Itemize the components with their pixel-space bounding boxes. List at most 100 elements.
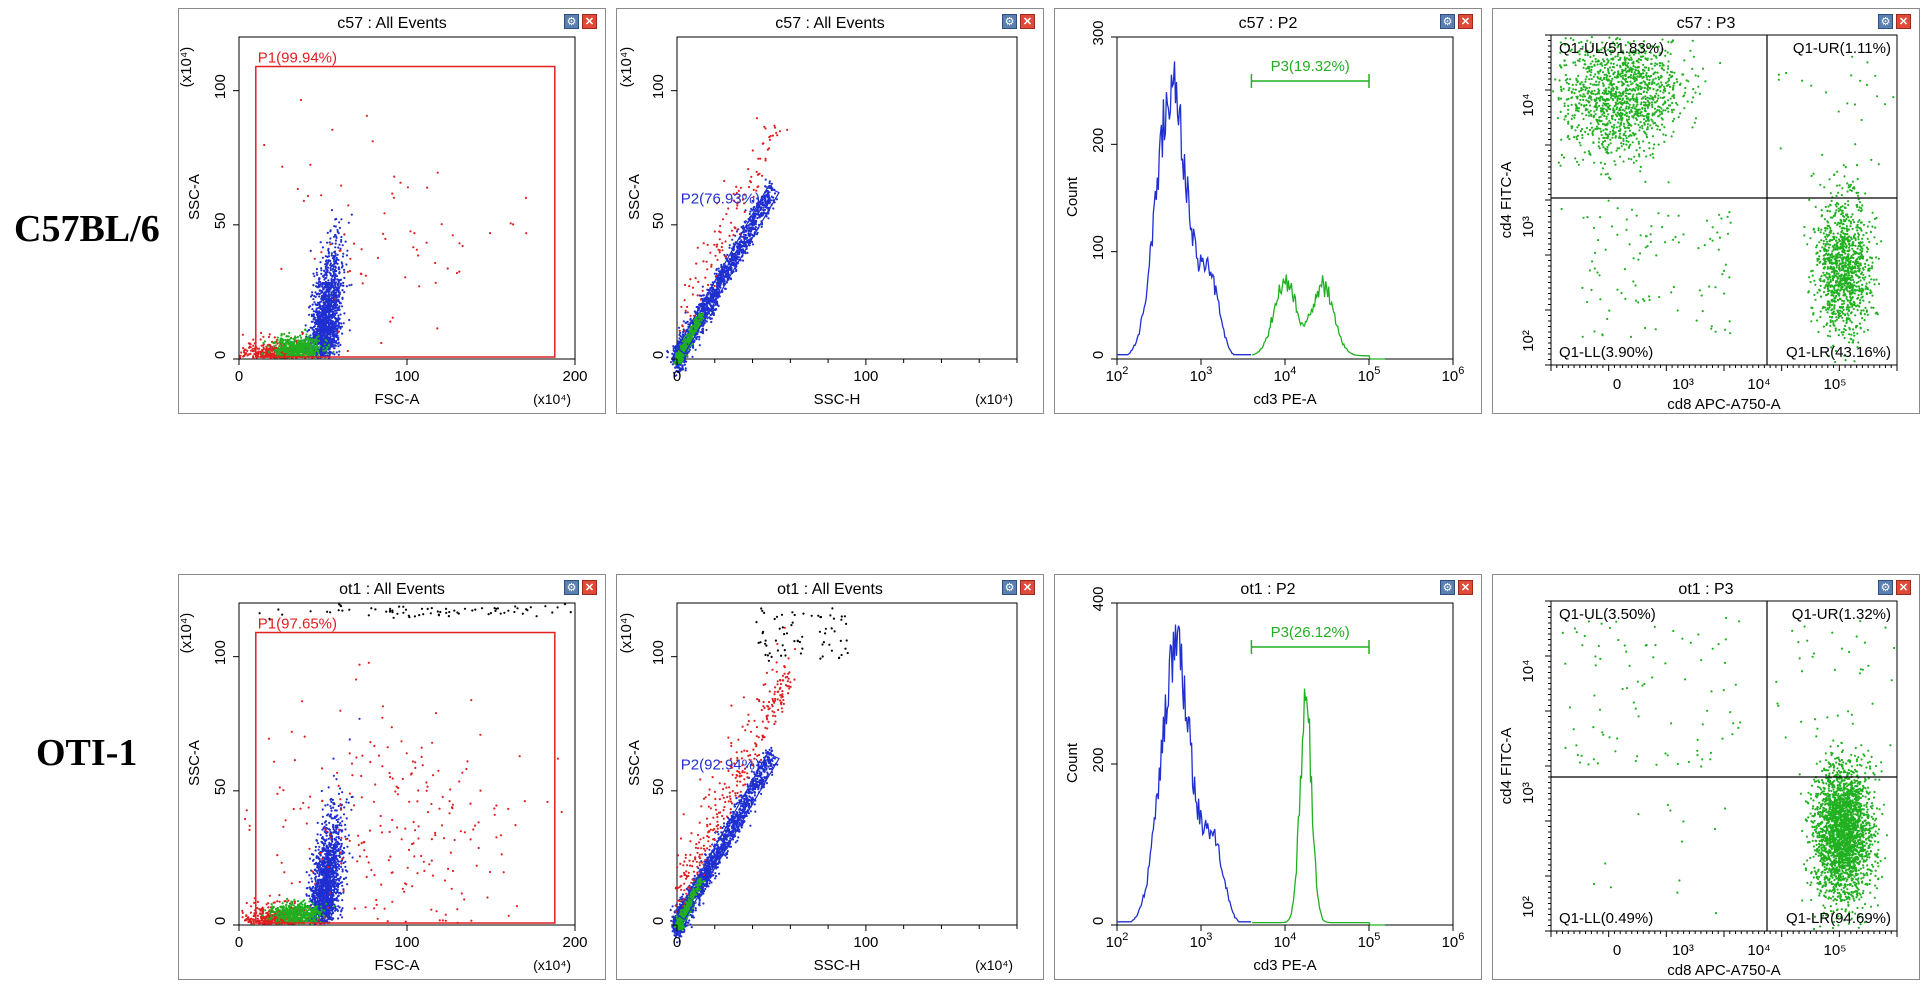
event-dot xyxy=(696,328,699,331)
event-dot xyxy=(327,249,330,252)
event-dot xyxy=(339,249,342,252)
event-dot xyxy=(316,327,319,330)
event-dot xyxy=(337,341,340,344)
event-dot xyxy=(678,354,681,357)
event-dot xyxy=(1620,121,1623,124)
event-dot xyxy=(334,246,337,249)
event-dot xyxy=(718,288,721,292)
event-dot xyxy=(1591,60,1594,63)
event-dot xyxy=(1589,82,1592,85)
event-dot xyxy=(1570,117,1573,120)
event-dot xyxy=(320,267,323,270)
event-dot xyxy=(729,278,732,281)
event-dot xyxy=(1589,55,1592,59)
event-dot xyxy=(683,338,686,341)
event-dot xyxy=(323,343,326,346)
event-dot xyxy=(337,289,340,292)
event-dot xyxy=(752,218,755,221)
event-dot xyxy=(719,224,722,228)
close-icon[interactable]: ✕ xyxy=(582,14,597,29)
event-dot xyxy=(1598,99,1601,102)
options-icon[interactable]: ⚙ xyxy=(1440,14,1455,29)
event-dot xyxy=(334,260,338,263)
event-dot xyxy=(332,350,335,353)
event-dot xyxy=(1650,83,1653,86)
options-icon[interactable]: ⚙ xyxy=(1002,14,1017,29)
event-dot xyxy=(746,227,749,230)
event-dot xyxy=(1666,67,1670,70)
event-dot xyxy=(343,312,346,315)
event-dot xyxy=(1625,105,1628,108)
event-dot xyxy=(694,277,697,280)
panel-c57-cd8-cd4: c57 : P3 ⚙ ✕ Q1-UL(51.83%) Q1-UR(1.11%) Q1-LL… xyxy=(1492,8,1920,414)
event-dot xyxy=(329,229,332,232)
event-dot xyxy=(1597,77,1600,80)
event-dot xyxy=(417,254,420,257)
event-dot xyxy=(770,195,773,198)
event-dot xyxy=(328,306,331,309)
event-dot xyxy=(327,348,330,351)
event-dot xyxy=(302,339,305,342)
event-dot xyxy=(764,159,767,162)
event-dot xyxy=(1605,115,1608,118)
options-icon[interactable]: ⚙ xyxy=(564,14,579,29)
event-dot xyxy=(311,328,314,331)
event-dot xyxy=(1596,121,1599,124)
event-dot xyxy=(713,284,716,288)
event-dot xyxy=(680,346,683,349)
event-dot xyxy=(525,232,528,235)
options-icon[interactable]: ⚙ xyxy=(1878,14,1893,29)
event-dot xyxy=(725,212,728,216)
event-dot xyxy=(341,289,344,292)
event-dot xyxy=(773,124,776,127)
event-dot xyxy=(1589,96,1592,99)
event-dot xyxy=(317,352,320,355)
event-dot xyxy=(1667,181,1670,184)
x-tick-0: 0 xyxy=(673,368,681,385)
event-dot xyxy=(702,303,705,306)
event-dot xyxy=(682,320,685,323)
event-dot xyxy=(724,255,727,258)
event-dot xyxy=(718,286,721,289)
event-dot xyxy=(752,195,755,198)
event-dot xyxy=(1677,116,1680,119)
event-dot xyxy=(335,351,338,354)
event-dot xyxy=(332,307,335,310)
close-icon[interactable]: ✕ xyxy=(1458,14,1473,29)
event-dot xyxy=(1582,98,1585,101)
close-icon[interactable]: ✕ xyxy=(1020,14,1035,29)
event-dot xyxy=(1571,83,1574,86)
close-icon[interactable]: ✕ xyxy=(1896,14,1911,29)
event-dot xyxy=(1567,89,1570,92)
event-dot xyxy=(333,255,336,258)
x-tick-10e6: 106 xyxy=(1442,365,1465,385)
event-dot xyxy=(1564,37,1567,40)
event-dot xyxy=(333,286,336,289)
event-dot xyxy=(298,353,301,356)
event-dot xyxy=(1657,94,1660,97)
event-dot xyxy=(406,186,409,189)
event-dot xyxy=(1609,138,1612,141)
event-dot xyxy=(320,251,323,254)
event-dot xyxy=(376,256,380,259)
plot-c57-cd8-cd4[interactable]: Q1-UL(51.83%) Q1-UR(1.11%)Q1-LL(3.90%) Q1-… xyxy=(1493,9,1921,415)
event-dot xyxy=(757,185,760,188)
event-dot xyxy=(276,336,279,339)
event-dot xyxy=(689,331,692,334)
event-dot xyxy=(721,242,724,245)
event-dot xyxy=(1600,48,1603,51)
event-dot xyxy=(332,335,335,338)
event-dot xyxy=(1604,89,1608,92)
event-dot xyxy=(353,242,356,245)
event-dot xyxy=(715,285,719,288)
event-dot xyxy=(724,257,727,260)
event-dot xyxy=(705,320,708,323)
event-dot xyxy=(285,335,288,338)
event-dot xyxy=(299,340,303,343)
event-dot xyxy=(1644,97,1647,101)
event-dot xyxy=(325,305,328,308)
event-dot xyxy=(673,375,676,378)
